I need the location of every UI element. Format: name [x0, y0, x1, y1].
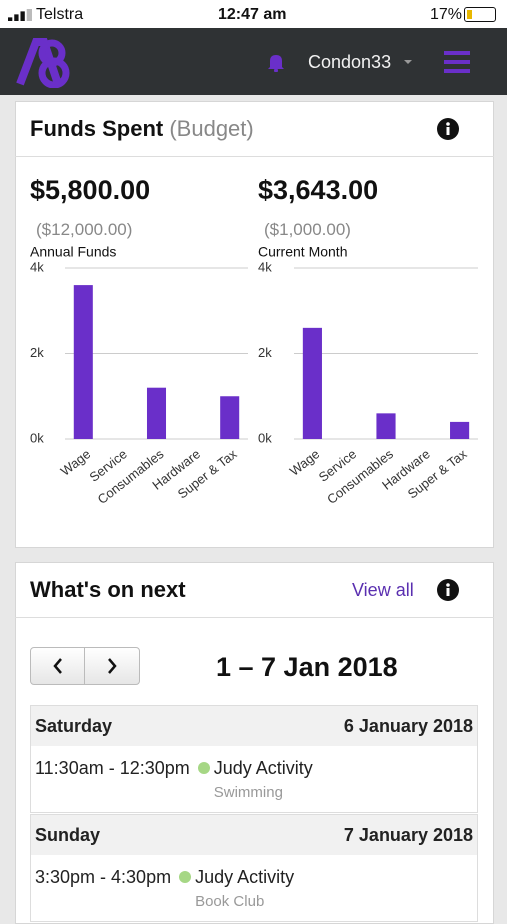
event-row: [30, 746, 478, 813]
funds-title-text: Funds Spent: [30, 116, 164, 141]
month-budget: ($1,000.00): [264, 220, 351, 239]
y-tick-label: 2k: [258, 345, 272, 360]
funds-subtitle: (Budget): [169, 116, 254, 141]
funds-title: Funds Spent (Budget): [30, 116, 254, 142]
events-header-line: [15, 617, 494, 618]
day-date: 7 January 2018: [343, 825, 473, 845]
app-header: [0, 28, 507, 95]
date-range: 1 – 7 Jan 2018: [216, 652, 398, 682]
funds-header-line: [15, 156, 494, 157]
bar: [73, 285, 93, 439]
menu[interactable]: [444, 50, 470, 74]
y-tick-label: 0k: [258, 430, 272, 445]
y-tick-label: 4k: [30, 259, 44, 274]
event-time: 11:30am - 12:30pm: [35, 758, 190, 778]
event-detail: Book Club: [195, 893, 265, 910]
annual-budget: ($12,000.00): [36, 220, 133, 239]
bar: [450, 421, 470, 439]
y-tick-label: 0k: [30, 430, 44, 445]
event-name: Judy Activity: [195, 867, 295, 887]
bar: [146, 387, 167, 439]
y-tick-label: 2k: [30, 345, 44, 360]
user-caret: [404, 60, 412, 68]
charts: Annual Funds0k2k4kWageServiceConsumables…: [30, 244, 478, 507]
prev-week[interactable]: [30, 647, 86, 685]
clock: 12:47 am: [218, 6, 287, 23]
status-bar: [0, 0, 507, 28]
event-detail: Swimming: [213, 784, 283, 801]
event-dot: [179, 871, 192, 883]
next-week[interactable]: [84, 647, 140, 685]
events-info-icon[interactable]: [437, 579, 459, 601]
bar: [220, 396, 240, 439]
month-amount: $3,643.00: [258, 175, 379, 205]
info-icon[interactable]: [437, 118, 459, 140]
event-dot: [197, 762, 210, 774]
events-title: What's on next: [30, 577, 186, 602]
bar: [376, 413, 396, 439]
battery-icon: [464, 7, 496, 22]
logo[interactable]: [16, 36, 72, 88]
chart-title: Current Month: [258, 244, 347, 260]
annual-amount: $5,800.00: [30, 175, 151, 205]
day-header: [30, 814, 478, 856]
chart-title: Annual Funds: [30, 244, 116, 260]
funds-card: [15, 101, 494, 548]
event-row: [30, 855, 478, 922]
y-tick-label: 4k: [258, 259, 272, 274]
user-menu[interactable]: Condon33: [308, 52, 392, 72]
day-header: [30, 705, 478, 747]
battery-level: 17%: [430, 6, 463, 23]
day-date: 6 January 2018: [343, 716, 473, 736]
view-all[interactable]: View all: [352, 580, 414, 600]
bar: [302, 327, 322, 439]
notifications[interactable]: [266, 52, 286, 72]
event-time: 3:30pm - 4:30pm: [35, 867, 172, 887]
day-name: Sunday: [35, 825, 101, 845]
day-name: Saturday: [35, 716, 113, 736]
carrier: Telstra: [36, 6, 84, 23]
event-name: Judy Activity: [213, 758, 313, 778]
